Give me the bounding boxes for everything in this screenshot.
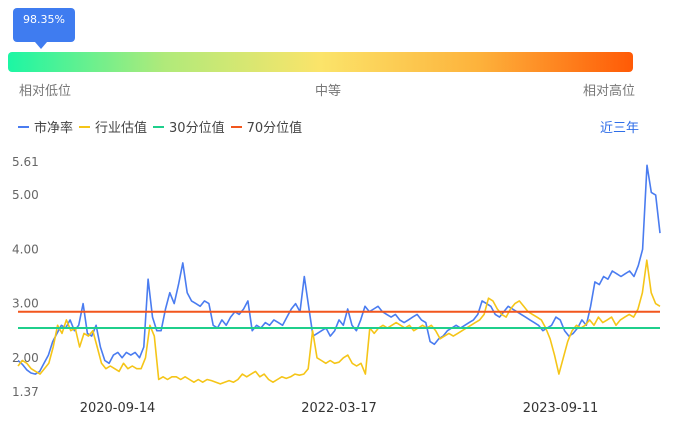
x-tick-label: 2022-03-17 [301, 401, 377, 416]
gauge-high-label: 相对高位 [583, 84, 636, 99]
legend-label-p70: 70分位值 [246, 121, 303, 136]
legend-item-p70[interactable]: 70分位值 [230, 117, 303, 136]
range-selector-3y[interactable]: 近三年 [600, 121, 640, 136]
y-tick-label: 5.61 [12, 155, 39, 169]
series-line-0 [17, 164, 661, 375]
chart-legend: 市净率 行业估值 30分位值 70分位值 [18, 117, 308, 136]
legend-swatch-industry [79, 125, 91, 128]
gauge-mid-label: 中等 [315, 84, 342, 99]
legend-item-industry[interactable]: 行业估值 [79, 117, 147, 136]
legend-item-pb[interactable]: 市净率 [18, 117, 73, 136]
y-tick-label: 5.00 [12, 188, 39, 202]
current-percentile-tooltip: 98.35% [13, 8, 75, 49]
gauge-low-label: 相对低位 [19, 84, 72, 99]
legend-swatch-p30 [153, 125, 165, 128]
legend-swatch-p70 [230, 125, 242, 128]
series-line-1 [17, 259, 661, 385]
legend-label-pb: 市净率 [34, 121, 74, 136]
x-tick-label: 2023-09-11 [523, 401, 599, 416]
current-percentile-label: 98.35% [23, 13, 65, 26]
legend-swatch-pb [18, 125, 29, 128]
x-tick-label: 2020-09-14 [80, 401, 156, 416]
y-tick-label: 4.00 [12, 242, 39, 256]
legend-item-p30[interactable]: 30分位值 [153, 117, 225, 136]
y-tick-label: 3.00 [12, 297, 39, 311]
legend-label-industry: 行业估值 [95, 121, 148, 136]
legend-label-p30: 30分位值 [169, 121, 225, 136]
percentile-gauge-bar [8, 52, 633, 72]
y-tick-label: 1.37 [12, 385, 39, 399]
